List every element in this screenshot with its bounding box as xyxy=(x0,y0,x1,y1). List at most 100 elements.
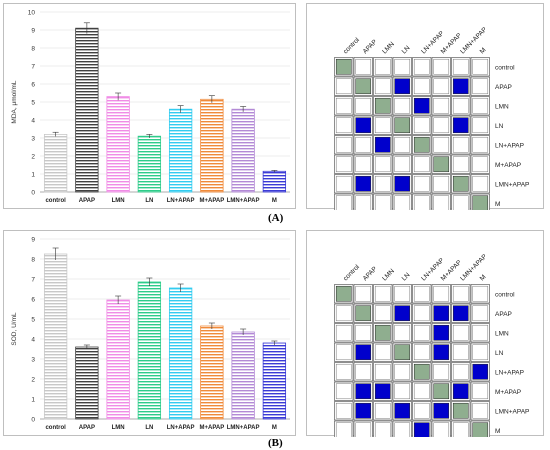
matrix-cell xyxy=(334,303,354,323)
matrix-cell-inner xyxy=(374,117,391,134)
bar-control xyxy=(43,253,68,420)
matrix-row-label: control xyxy=(495,291,515,298)
matrix-cell xyxy=(431,174,451,194)
matrix-cell xyxy=(373,193,393,210)
bar-lmn-plus-apap xyxy=(231,108,255,193)
matrix-cell-fill xyxy=(355,305,372,322)
matrix-cell-inner xyxy=(413,402,430,419)
matrix-cell xyxy=(431,135,451,155)
matrix-cell-inner xyxy=(394,363,411,380)
x-tick-label: APAP xyxy=(79,198,95,204)
matrix-row-label: control xyxy=(495,64,515,71)
matrix-cell-inner xyxy=(433,195,450,210)
matrix-cell-inner xyxy=(394,195,411,210)
matrix-cell-inner xyxy=(374,402,391,419)
matrix-cell xyxy=(412,193,432,210)
matrix-cell-inner xyxy=(355,58,372,75)
matrix-row-label: LMN+APAP xyxy=(495,181,529,188)
matrix-cell xyxy=(334,154,354,174)
matrix-cell xyxy=(470,154,490,174)
matrix-cell-inner xyxy=(394,58,411,75)
matrix-cell-fill xyxy=(433,305,450,322)
matrix-cell xyxy=(373,174,393,194)
matrix-cell xyxy=(470,323,490,343)
matrix-cell-fill xyxy=(433,402,450,419)
matrix-cell-inner xyxy=(335,324,352,341)
matrix-cell-inner xyxy=(472,156,489,173)
sod-bar-chart-panel: 0 1 2 3 4 5 6 7 8 9 SOD, U/mL control APAP LMN LN LN+AP… xyxy=(3,230,296,436)
matrix-column-label: control xyxy=(342,36,361,55)
matrix-cell-inner xyxy=(472,136,489,153)
matrix-cell xyxy=(392,96,412,116)
x-tick-label: LMN xyxy=(112,198,125,204)
matrix-cell-inner xyxy=(413,78,430,95)
matrix-cell xyxy=(470,115,490,135)
x-tick-label: LMN xyxy=(112,425,125,431)
y-tick-label: 10 xyxy=(28,10,36,17)
matrix-cell xyxy=(392,381,412,401)
matrix-cell-inner xyxy=(472,305,489,322)
matrix-cell-inner xyxy=(355,422,372,437)
bar-ln xyxy=(137,281,162,420)
mda-significance-matrix: control APAP LMN LN LN+APAPM+APAPLMN+APAPMco… xyxy=(334,26,529,210)
matrix-cell-fill xyxy=(433,383,450,400)
matrix-cell xyxy=(373,303,393,323)
matrix-cell xyxy=(353,323,373,343)
matrix-cell-inner xyxy=(335,136,352,153)
matrix-cell-inner xyxy=(472,285,489,302)
y-tick-label: 0 xyxy=(31,417,35,424)
matrix-cell-inner xyxy=(355,363,372,380)
matrix-column-label: M xyxy=(479,274,488,283)
matrix-cell-fill xyxy=(452,402,469,419)
matrix-cell xyxy=(470,401,490,421)
matrix-cell-fill xyxy=(355,78,372,95)
matrix-cell-inner xyxy=(394,156,411,173)
y-tick-label: 1 xyxy=(31,397,35,404)
y-tick-label: 8 xyxy=(31,257,35,264)
matrix-cell xyxy=(392,323,412,343)
matrix-cell xyxy=(334,96,354,116)
x-tick-label: M+APAP xyxy=(200,198,225,204)
matrix-cell xyxy=(412,381,432,401)
y-tick-label: 9 xyxy=(31,28,35,35)
matrix-cell-fill xyxy=(374,383,391,400)
matrix-cell-inner xyxy=(394,422,411,437)
matrix-cell-fill xyxy=(355,175,372,192)
bar-ln xyxy=(137,135,162,193)
y-tick-label: 5 xyxy=(31,100,35,107)
matrix-cell-inner xyxy=(394,383,411,400)
mda-bar-chart-panel: 0 1 2 3 4 5 6 7 8 9 10 MDA, μmol/mL control APAP LMN LN… xyxy=(3,3,296,209)
matrix-cell-fill xyxy=(355,117,372,134)
matrix-row-label: M+APAP xyxy=(495,389,521,396)
matrix-cell xyxy=(470,284,490,304)
matrix-cell xyxy=(353,420,373,437)
matrix-cell xyxy=(334,362,354,382)
matrix-cell-fill xyxy=(413,363,430,380)
x-tick-label: LMN+APAP xyxy=(227,425,260,431)
matrix-cell-inner xyxy=(413,156,430,173)
matrix-cell xyxy=(470,76,490,96)
bar-lmn-plus-apap xyxy=(231,331,255,420)
matrix-cell-fill xyxy=(355,402,372,419)
matrix-cell xyxy=(353,57,373,77)
matrix-row-label: LMN xyxy=(495,330,509,337)
matrix-cell xyxy=(470,342,490,362)
matrix-cell xyxy=(353,135,373,155)
matrix-cell-inner xyxy=(472,383,489,400)
matrix-cell xyxy=(431,57,451,77)
matrix-cell xyxy=(412,174,432,194)
matrix-cell-inner xyxy=(433,97,450,114)
matrix-cell-fill xyxy=(452,383,469,400)
matrix-cell xyxy=(412,154,432,174)
matrix-cell-fill xyxy=(374,136,391,153)
matrix-cell-inner xyxy=(335,344,352,361)
matrix-cell xyxy=(334,135,354,155)
y-tick-label: 6 xyxy=(31,297,35,304)
sod-bar-chart: 0 1 2 3 4 5 6 7 8 9 SOD, U/mL control APAP LMN LN LN+AP… xyxy=(11,237,290,431)
matrix-cell-inner xyxy=(452,97,469,114)
matrix-row-label: LN+APAP xyxy=(495,369,524,376)
matrix-cell-inner xyxy=(452,324,469,341)
matrix-cell-inner xyxy=(472,324,489,341)
matrix-cell-inner xyxy=(335,117,352,134)
x-tick-label: LN xyxy=(145,198,153,204)
